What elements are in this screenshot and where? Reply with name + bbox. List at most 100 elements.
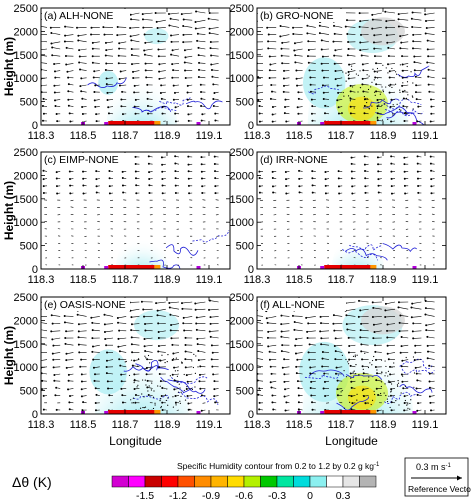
stipple-dot: [149, 368, 151, 370]
wind-vector: [106, 83, 114, 86]
wind-vector-head: [321, 351, 324, 354]
wind-vector: [427, 344, 435, 347]
humidity-contour: [399, 358, 434, 370]
wind-vector-head: [214, 401, 217, 404]
stipple-dot: [348, 73, 350, 75]
wind-vector: [209, 300, 219, 303]
stipple-dot: [404, 111, 407, 113]
humidity-contour: [336, 396, 369, 411]
wind-vector-head: [213, 91, 216, 94]
wind-vector-head: [200, 394, 203, 397]
wind-vector-head: [346, 328, 349, 331]
wind-vector-head: [67, 90, 70, 93]
wind-vector-head: [403, 401, 406, 404]
wind-vector-head: [64, 342, 67, 345]
wind-vector-head: [133, 359, 136, 362]
wind-vector-head: [76, 313, 79, 316]
wind-vector-head: [293, 328, 296, 331]
humidity-contour: [185, 100, 223, 110]
wind-vector-head: [282, 84, 285, 87]
wind-vector: [70, 206, 74, 208]
wind-vector-head: [424, 313, 427, 316]
wind-vector-head: [182, 41, 185, 44]
wind-vector: [292, 315, 303, 317]
wind-vector-head: [416, 393, 419, 396]
wind-vector-head: [363, 104, 366, 107]
wind-vector-head: [104, 338, 107, 341]
panel-label: (d) IRR-NONE: [260, 154, 328, 166]
wind-vector-head: [130, 316, 133, 319]
wind-vector-head: [212, 98, 215, 101]
x-tick-label: 119.1: [412, 419, 439, 431]
wind-vector-head: [53, 70, 56, 73]
x-tick-label: 118.3: [28, 274, 55, 286]
stipple-dot: [152, 396, 155, 398]
stipple-dot: [400, 109, 402, 111]
wind-vector-head: [416, 155, 419, 158]
wind-vector-head: [209, 316, 212, 319]
wind-vector: [211, 69, 219, 71]
wind-vector-head: [118, 42, 121, 45]
wind-vector-head: [361, 365, 364, 368]
wind-vector: [131, 337, 140, 339]
wind-vector: [372, 27, 382, 29]
wind-vector-head: [413, 61, 416, 64]
wind-vector-head: [105, 49, 108, 52]
wind-vector-head: [160, 156, 163, 159]
wind-vector-head: [214, 112, 217, 115]
wind-vectors: [257, 10, 435, 123]
wind-vector: [209, 32, 219, 35]
wind-vector-head: [400, 373, 403, 376]
wind-vector-head: [106, 99, 109, 102]
wind-vector: [358, 300, 369, 303]
wind-vector-head: [321, 84, 324, 87]
stipple-dot: [406, 65, 408, 68]
stipple-dot: [148, 385, 150, 387]
wind-vector-head: [196, 32, 199, 35]
wind-vector-head: [350, 170, 353, 173]
wind-vector-head: [78, 61, 81, 64]
wind-vector-head: [174, 177, 177, 180]
x-tick-label: 118.3: [244, 274, 271, 286]
stipple-dot: [412, 82, 414, 84]
wind-vector: [399, 322, 409, 324]
wind-vector-head: [267, 345, 270, 348]
wind-vector-head: [360, 350, 363, 353]
stipple-dot: [364, 402, 366, 404]
wind-vector-head: [334, 358, 337, 361]
wind-vector-head: [306, 24, 309, 27]
stipple-dot: [404, 399, 406, 402]
wind-vector-head: [52, 366, 55, 369]
wind-vector-head: [324, 184, 327, 187]
wind-vector-head: [363, 163, 366, 166]
wind-vector-head: [198, 373, 201, 376]
stipple-dot: [387, 381, 390, 383]
wind-vector: [392, 206, 396, 208]
wind-vector-head: [425, 329, 428, 332]
wind-vector-head: [271, 394, 274, 397]
wind-vector-head: [269, 63, 272, 66]
reference-arrow-head: [457, 475, 462, 481]
wind-vector-head: [429, 120, 432, 123]
wind-vector-head: [90, 26, 93, 29]
stipple-dot: [345, 72, 347, 74]
stipple-dot: [349, 97, 351, 99]
wind-vector-head: [385, 26, 388, 29]
humidity-contour: [386, 111, 425, 125]
wind-vector-head: [82, 184, 85, 187]
wind-vector-head: [42, 112, 45, 115]
wind-vector-head: [197, 54, 200, 57]
wind-vector-head: [42, 97, 45, 100]
wind-vector-head: [320, 322, 323, 325]
wind-vector: [359, 26, 369, 28]
stipple-dot: [164, 394, 167, 396]
wind-vector-head: [200, 90, 203, 93]
wind-vector-head: [174, 112, 177, 115]
wind-vector-head: [296, 84, 299, 87]
wind-vector-head: [172, 84, 175, 87]
wind-vector-head: [92, 76, 95, 79]
wind-vector-head: [377, 184, 380, 187]
wind-vector-head: [254, 321, 255, 322]
